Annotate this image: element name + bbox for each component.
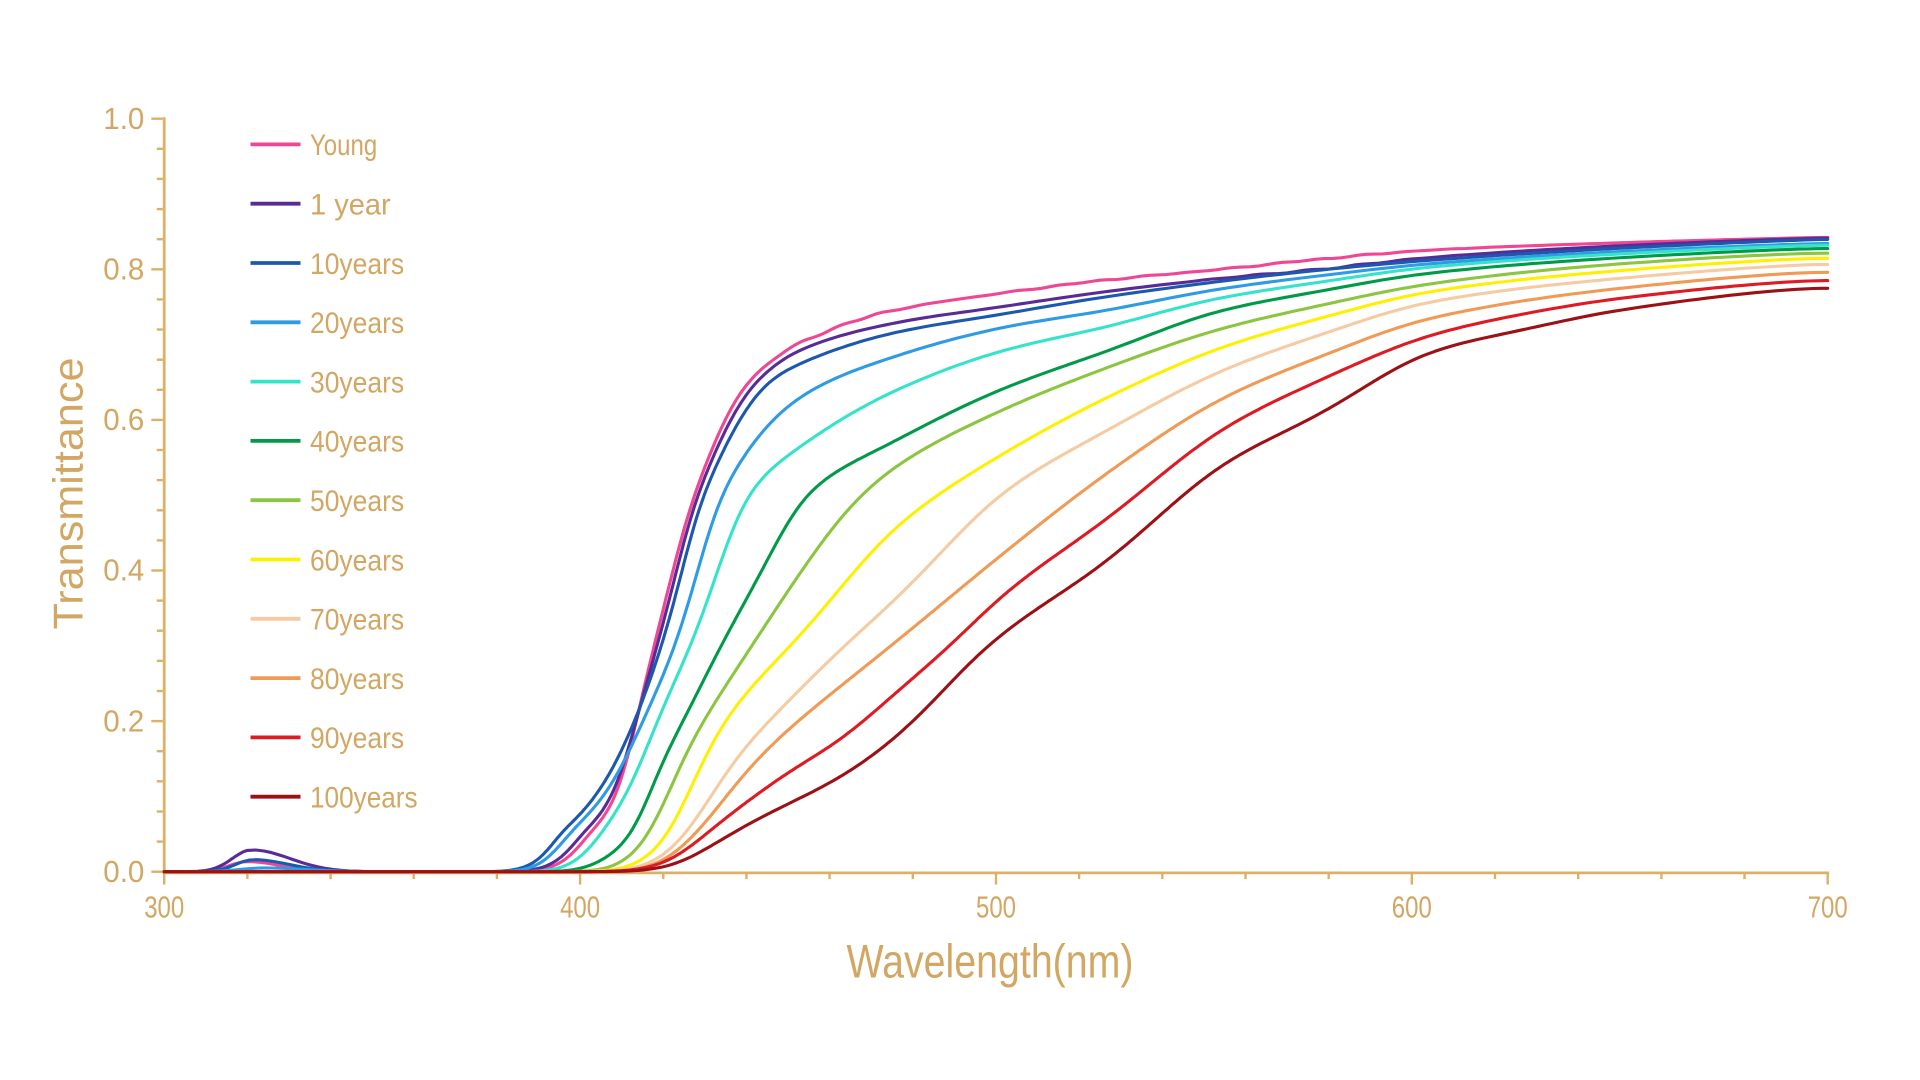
svg-text:20years: 20years	[310, 307, 404, 340]
svg-text:300: 300	[144, 889, 184, 924]
svg-text:0.4: 0.4	[103, 553, 144, 588]
svg-text:Young: Young	[310, 129, 377, 162]
svg-text:70years: 70years	[310, 604, 404, 637]
svg-text:600: 600	[1392, 889, 1432, 924]
svg-text:1 year: 1 year	[310, 189, 391, 222]
svg-text:0.0: 0.0	[103, 854, 144, 889]
svg-text:60years: 60years	[310, 544, 404, 577]
svg-text:100years: 100years	[310, 782, 418, 815]
svg-text:400: 400	[560, 889, 600, 924]
svg-text:700: 700	[1808, 889, 1848, 924]
svg-text:0.8: 0.8	[103, 252, 144, 287]
svg-text:80years: 80years	[310, 663, 404, 696]
svg-text:Transmittance: Transmittance	[45, 358, 92, 630]
svg-text:50years: 50years	[310, 485, 404, 518]
svg-text:40years: 40years	[310, 426, 404, 459]
svg-text:90years: 90years	[310, 722, 404, 755]
svg-text:0.6: 0.6	[103, 402, 144, 437]
svg-text:Wavelength(nm): Wavelength(nm)	[847, 934, 1134, 987]
svg-text:10years: 10years	[310, 248, 404, 281]
svg-text:1.0: 1.0	[103, 101, 144, 136]
svg-text:0.2: 0.2	[103, 703, 144, 738]
svg-text:500: 500	[976, 889, 1016, 924]
svg-text:30years: 30years	[310, 366, 404, 399]
